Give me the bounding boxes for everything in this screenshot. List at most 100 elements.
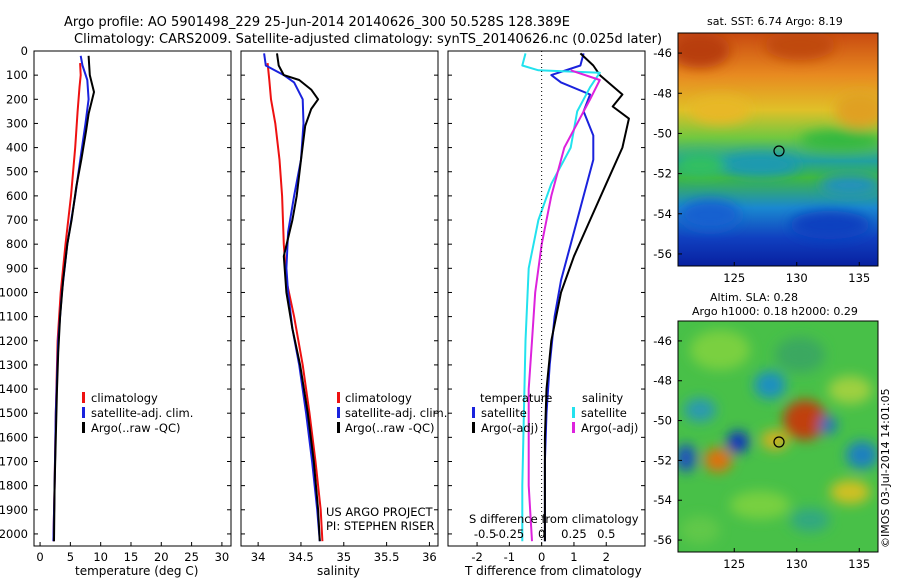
map-y-tick-label: -54 xyxy=(653,207,672,221)
difference-lines xyxy=(521,52,630,542)
map-x-tick-label: 135 xyxy=(848,557,870,571)
map-x-tick-label: 130 xyxy=(786,271,808,285)
depth-tick-label: 1500 xyxy=(0,406,28,420)
map-x-tick-label: 130 xyxy=(786,557,808,571)
project-annotation: US ARGO PROJECT xyxy=(326,505,434,519)
salinity-legend: climatology satellite-adj. clim. Argo(..… xyxy=(326,391,447,533)
difference-xlabel-top: S difference from climatology xyxy=(469,512,639,526)
salinity-lines xyxy=(263,53,324,542)
sla-map-frame xyxy=(677,320,879,553)
difference-panel xyxy=(447,50,646,547)
x-top-tick-label: 0.25 xyxy=(561,527,587,541)
x-top-tick-label: -0.5 xyxy=(474,527,496,541)
legend-label: Argo(..raw -QC) xyxy=(345,421,435,435)
legend-label: satellite-adj. clim. xyxy=(345,406,447,420)
difference-xlabel: T difference from climatology xyxy=(464,564,642,578)
legend-label: climatology xyxy=(91,391,158,405)
legend-swatch-blue xyxy=(82,407,85,418)
map-x-tick-label: 135 xyxy=(848,271,870,285)
depth-tick-label: 500 xyxy=(6,165,28,179)
salinity-xlabel: salinity xyxy=(317,564,360,578)
argo-float-marker xyxy=(773,436,785,448)
series-line-satellite-adj-clim- xyxy=(263,53,321,542)
legend-header-temperature: temperature xyxy=(480,391,552,405)
x-tick-label: 0 xyxy=(36,550,43,564)
depth-tick-label: 1100 xyxy=(0,310,28,324)
imos-timestamp: ©IMOS 03-Jul-2014 14:01:05 xyxy=(879,388,892,548)
sst-map-title: sat. SST: 6.74 Argo: 8.19 xyxy=(707,15,843,28)
legend-label: Argo(..raw -QC) xyxy=(91,421,181,435)
sla-map-subtitle: Argo h1000: 0.18 h2000: 0.29 xyxy=(692,305,858,318)
x-tick-label: 10 xyxy=(93,550,108,564)
depth-tick-label: 1200 xyxy=(0,334,28,348)
map-y-tick-label: -56 xyxy=(653,533,672,547)
series-line-salinity-argo-adj- xyxy=(527,69,601,542)
map-y-tick-label: -46 xyxy=(653,46,672,60)
map-x-tick-label: 125 xyxy=(723,557,745,571)
legend-label: satellite xyxy=(481,406,527,420)
depth-tick-label: 300 xyxy=(6,116,28,130)
depth-tick-label: 1900 xyxy=(0,503,28,517)
legend-swatch-black xyxy=(472,422,475,433)
map-y-tick-label: -52 xyxy=(653,167,672,181)
sst-map: sat. SST: 6.74 Argo: 8.19 125 130 135 -46 -4… xyxy=(653,15,879,285)
figure-title-line2: Climatology: CARS2009. Satellite-adjuste… xyxy=(74,32,662,47)
x-tick-label: 1 xyxy=(570,550,577,564)
x-tick-label: 25 xyxy=(184,550,199,564)
argo-float-marker xyxy=(773,145,785,157)
series-line-argo-raw-qc- xyxy=(53,55,95,542)
x-tick-label: 35 xyxy=(336,550,351,564)
x-top-tick-label: -0.25 xyxy=(494,527,524,541)
map-y-tick-label: -56 xyxy=(653,247,672,261)
x-tick-label: 35.5 xyxy=(374,550,400,564)
temperature-panel xyxy=(33,50,232,547)
legend-swatch-blue xyxy=(337,407,340,418)
map-y-tick-label: -48 xyxy=(653,86,672,100)
depth-tick-label: 1000 xyxy=(0,285,28,299)
series-line-temperature-argo-adj- xyxy=(543,52,630,542)
pi-annotation: PI: STEPHEN RISER xyxy=(326,519,435,533)
legend-swatch-black xyxy=(82,422,85,433)
series-line-salinity-satellite xyxy=(521,53,601,542)
x-top-tick-label: 0.5 xyxy=(597,527,615,541)
salinity-panel xyxy=(240,50,439,547)
map-x-tick-label: 125 xyxy=(723,271,745,285)
x-tick-label: 30 xyxy=(215,550,230,564)
legend-label: satellite-adj. clim. xyxy=(91,406,193,420)
depth-tick-label: 800 xyxy=(6,237,28,251)
depth-tick-label: 900 xyxy=(6,261,28,275)
depth-tick-label: 1800 xyxy=(0,479,28,493)
depth-tick-label: 700 xyxy=(6,213,28,227)
legend-swatch-red xyxy=(337,392,340,403)
x-tick-label: 34.5 xyxy=(288,550,314,564)
legend-swatch-cyan xyxy=(572,407,575,418)
depth-tick-label: 1600 xyxy=(0,430,28,444)
depth-tick-label: 200 xyxy=(6,92,28,106)
depth-tick-label: 0 xyxy=(21,44,28,58)
map-y-tick-label: -52 xyxy=(653,453,672,467)
legend-label: Argo(-adj) xyxy=(481,421,538,435)
sla-map: Altim. SLA: 0.28 Argo h1000: 0.18 h2000:… xyxy=(653,291,892,571)
x-axes: 0 5 10 15 20 25 30 34 34.5 35 35.5 36 -2 -1 0 1 2 -0.5-0.… xyxy=(36,527,615,564)
depth-tick-label: 1300 xyxy=(0,358,28,372)
depth-tick-label: 600 xyxy=(6,189,28,203)
depth-tick-label: 100 xyxy=(6,68,28,82)
map-y-tick-label: -54 xyxy=(653,493,672,507)
legend-swatch-blue xyxy=(472,407,475,418)
legend-header-salinity: salinity xyxy=(582,391,623,405)
temperature-lines xyxy=(52,55,95,542)
depth-tick-label: 1700 xyxy=(0,454,28,468)
x-top-tick-label: 0 xyxy=(538,527,545,541)
x-tick-label: -2 xyxy=(471,550,482,564)
legend-label: climatology xyxy=(345,391,412,405)
map-y-tick-label: -50 xyxy=(653,126,672,140)
legend-swatch-magenta xyxy=(572,422,575,433)
x-tick-label: 15 xyxy=(124,550,139,564)
map-y-tick-label: -46 xyxy=(653,334,672,348)
legend-swatch-red xyxy=(82,392,85,403)
depth-tick-label: 1400 xyxy=(0,382,28,396)
x-tick-label: 0 xyxy=(538,550,545,564)
map-y-tick-label: -48 xyxy=(653,374,672,388)
x-tick-label: 2 xyxy=(603,550,610,564)
